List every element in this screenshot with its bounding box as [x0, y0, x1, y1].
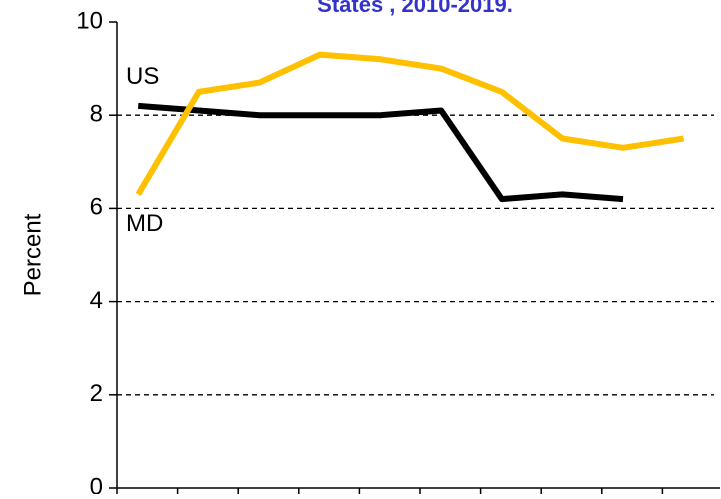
line-series [135, 51, 685, 196]
series-label: MD [126, 210, 163, 237]
line-series [137, 102, 624, 203]
series-label: US [126, 63, 159, 90]
y-tick-label: 4 [90, 287, 103, 314]
y-axis-label: Percent [19, 213, 46, 296]
y-tick-label: 0 [90, 473, 103, 494]
y-tick-label: 8 [90, 101, 103, 128]
chart-title: States , 2010-2019. [317, 0, 513, 17]
y-tick-label: 10 [76, 7, 103, 34]
y-tick-label: 6 [90, 194, 103, 221]
y-tick-label: 2 [90, 380, 103, 407]
